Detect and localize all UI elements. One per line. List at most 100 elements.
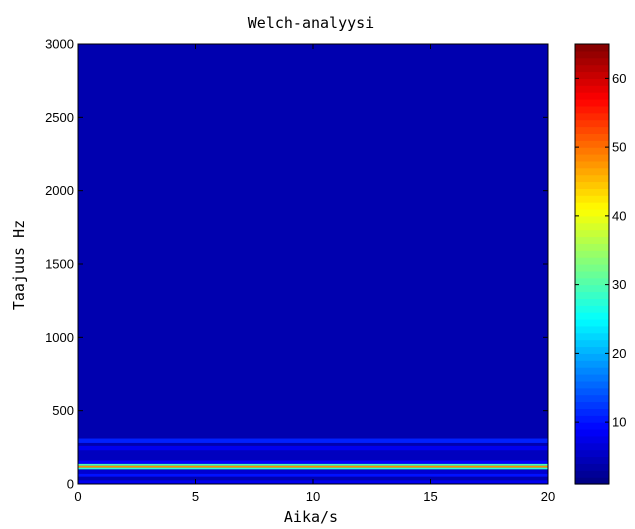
- frequency-band: [78, 465, 548, 468]
- colorbar-cell: [575, 470, 609, 478]
- y-tick-label: 2000: [45, 183, 74, 198]
- colorbar-cell: [575, 270, 609, 279]
- frequency-band: [78, 463, 548, 466]
- y-tick-label: 0: [67, 477, 74, 492]
- colorbar-cell: [575, 387, 609, 396]
- colorbar-cell: [575, 477, 609, 485]
- frequency-band: [78, 438, 548, 443]
- x-tick-label: 15: [423, 489, 437, 504]
- colorbar-ticks: 10 20 30 40 50 60: [575, 71, 626, 430]
- colorbar-cell: [575, 463, 609, 471]
- colorbar-cell: [575, 160, 609, 169]
- x-axis-label: Aika/s: [284, 508, 338, 526]
- colorbar-cell: [575, 140, 609, 148]
- y-tick-label: 1000: [45, 330, 74, 345]
- colorbar-cell: [575, 277, 609, 286]
- colorbar-tick-label: 20: [612, 346, 626, 361]
- colorbar-cell: [575, 119, 609, 128]
- plot-background: [78, 44, 548, 484]
- colorbar-cell: [575, 209, 609, 217]
- colorbar-gradient: [575, 44, 609, 485]
- colorbar-cell: [575, 415, 609, 423]
- colorbar-cell: [575, 319, 609, 327]
- colorbar-cell: [575, 298, 609, 306]
- colorbar-cell: [575, 167, 609, 176]
- colorbar-cell: [575, 442, 609, 451]
- colorbar: 10 20 30 40 50 60: [574, 43, 626, 485]
- y-tick-label: 1500: [45, 257, 74, 272]
- colorbar-cell: [575, 85, 609, 93]
- colorbar-cell: [575, 380, 609, 389]
- y-tick-label: 500: [52, 403, 74, 418]
- colorbar-cell: [575, 435, 609, 444]
- colorbar-cell: [575, 174, 609, 183]
- colorbar-cell: [575, 92, 609, 100]
- colorbar-cell: [575, 57, 609, 66]
- colorbar-cell: [575, 264, 609, 272]
- colorbar-cell: [575, 229, 609, 238]
- colorbar-cell: [575, 154, 609, 162]
- x-tick-label: 0: [74, 489, 81, 504]
- colorbar-cell: [575, 78, 609, 86]
- colorbar-cell: [575, 64, 609, 73]
- colorbar-cell: [575, 408, 609, 416]
- colorbar-cell: [575, 325, 609, 334]
- colorbar-cell: [575, 312, 609, 320]
- colorbar-tick-label: 10: [612, 415, 626, 430]
- colorbar-cell: [575, 71, 609, 79]
- colorbar-cell: [575, 353, 609, 361]
- colorbar-cell: [575, 195, 609, 203]
- colorbar-cell: [575, 339, 609, 348]
- frequency-band: [78, 460, 548, 464]
- colorbar-cell: [575, 188, 609, 196]
- colorbar-cell: [575, 429, 609, 437]
- colorbar-cell: [575, 374, 609, 382]
- colorbar-cell: [575, 236, 609, 244]
- x-tick-label: 5: [192, 489, 199, 504]
- colorbar-cell: [575, 305, 609, 313]
- colorbar-cell: [575, 456, 609, 464]
- colorbar-cell: [575, 394, 609, 403]
- colorbar-cell: [575, 243, 609, 251]
- y-axis-label: Taajuus Hz: [10, 220, 28, 310]
- colorbar-cell: [575, 284, 609, 293]
- x-tick-label: 10: [306, 489, 320, 504]
- colorbar-cell: [575, 50, 609, 59]
- colorbar-cell: [575, 99, 609, 107]
- y-tick-label: 2500: [45, 110, 74, 125]
- colorbar-cell: [575, 401, 609, 409]
- colorbar-cell: [575, 181, 609, 189]
- x-tick-label: 20: [541, 489, 555, 504]
- colorbar-cell: [575, 360, 609, 368]
- colorbar-cell: [575, 449, 609, 458]
- colorbar-cell: [575, 332, 609, 341]
- colorbar-cell: [575, 250, 609, 258]
- colorbar-cell: [575, 346, 609, 354]
- colorbar-cell: [575, 112, 609, 121]
- frequency-band: [78, 445, 548, 451]
- colorbar-cell: [575, 126, 609, 134]
- frequency-band: [78, 450, 548, 461]
- colorbar-cell: [575, 215, 609, 224]
- colorbar-tick-label: 40: [612, 208, 626, 223]
- chart-title: Welch-analyysi: [248, 14, 374, 32]
- colorbar-cell: [575, 222, 609, 231]
- colorbar-cell: [575, 105, 609, 114]
- y-axis-ticks: 0 500 1000 1500 2000 2500 3000: [45, 37, 548, 492]
- colorbar-cell: [575, 291, 609, 299]
- colorbar-tick-label: 50: [612, 140, 626, 155]
- x-axis-ticks: 0 5 10 15 20: [74, 44, 555, 504]
- colorbar-cell: [575, 133, 609, 141]
- colorbar-frame: [574, 43, 610, 485]
- plot-area: [77, 43, 549, 485]
- colorbar-cell: [575, 422, 609, 430]
- colorbar-cell: [575, 44, 609, 52]
- colorbar-cell: [575, 367, 609, 375]
- frequency-band: [78, 473, 548, 477]
- y-tick-label: 3000: [45, 37, 74, 52]
- colorbar-cell: [575, 147, 609, 155]
- frequency-band: [78, 469, 548, 474]
- frequency-band: [78, 467, 548, 470]
- colorbar-tick-label: 30: [612, 277, 626, 292]
